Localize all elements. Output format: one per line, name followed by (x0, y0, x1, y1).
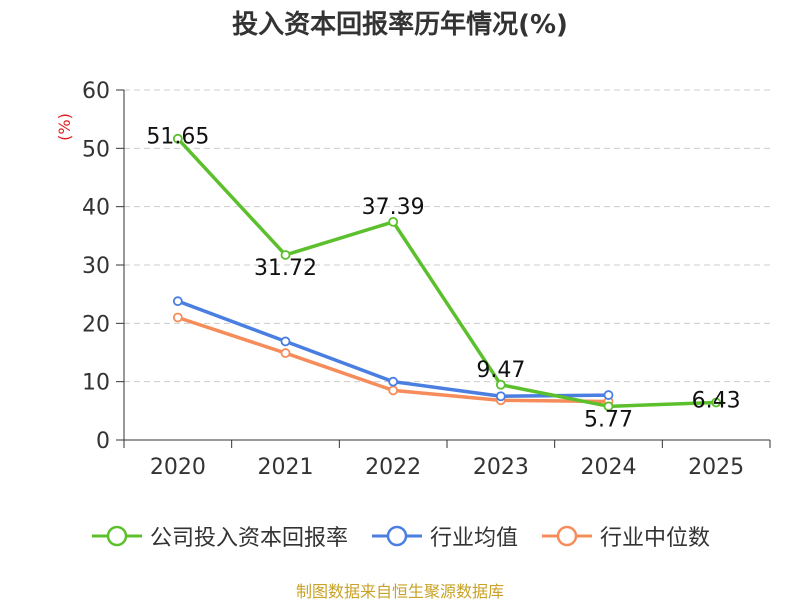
chart-title: 投入资本回报率历年情况(%) (232, 10, 568, 40)
legend-item[interactable]: 公司投入资本回报率 (90, 520, 348, 552)
legend-marker-icon (371, 525, 422, 547)
y-tick-label: 30 (82, 254, 110, 279)
data-label: 37.39 (362, 195, 425, 220)
legend-label: 公司投入资本回报率 (149, 526, 348, 551)
y-axis-label: (%) (55, 113, 74, 141)
source-text: 制图数据来自恒生聚源数据库 (295, 582, 504, 601)
data-point (495, 391, 506, 402)
x-tick-label: 2024 (581, 455, 637, 480)
y-tick-label: 60 (82, 79, 110, 104)
data-point (280, 336, 291, 347)
data-point (603, 390, 614, 400)
data-point (172, 312, 183, 323)
data-label: 5.77 (584, 407, 633, 432)
x-tick-label: 2023 (473, 455, 529, 480)
data-label: 6.43 (692, 388, 741, 413)
y-tick-label: 20 (82, 312, 110, 337)
data-point (603, 401, 614, 412)
x-tick-label: 2025 (688, 455, 744, 480)
x-tick-label: 2021 (258, 455, 314, 480)
data-point (280, 250, 291, 260)
data-point (388, 385, 399, 396)
legend-item[interactable]: 行业均值 (370, 520, 518, 552)
legend-item[interactable]: 行业中位数 (540, 520, 710, 552)
legend-label: 行业中位数 (600, 526, 711, 551)
series-line (176, 137, 717, 409)
data-point (172, 133, 183, 144)
data-point (388, 216, 399, 227)
data-point (495, 379, 506, 390)
y-tick-label: 50 (82, 137, 110, 162)
data-point (280, 348, 291, 358)
y-tick-label: 10 (82, 371, 110, 396)
y-tick-label: 40 (82, 196, 110, 221)
legend-label: 行业均值 (429, 526, 518, 551)
data-label: 31.72 (254, 256, 317, 281)
data-point (711, 397, 722, 408)
legend: 公司投入资本回报率 行业均值 行业中位数 (0, 520, 800, 552)
legend-marker-icon (91, 525, 142, 547)
data-label: 51.65 (146, 125, 209, 150)
x-tick-label: 2020 (150, 455, 206, 480)
y-tick-label: 0 (96, 429, 110, 454)
x-tick-label: 2022 (365, 455, 421, 480)
data-point (172, 296, 183, 307)
data-point (388, 376, 399, 387)
legend-marker-icon (542, 525, 592, 547)
data-label: 9.47 (476, 358, 525, 383)
